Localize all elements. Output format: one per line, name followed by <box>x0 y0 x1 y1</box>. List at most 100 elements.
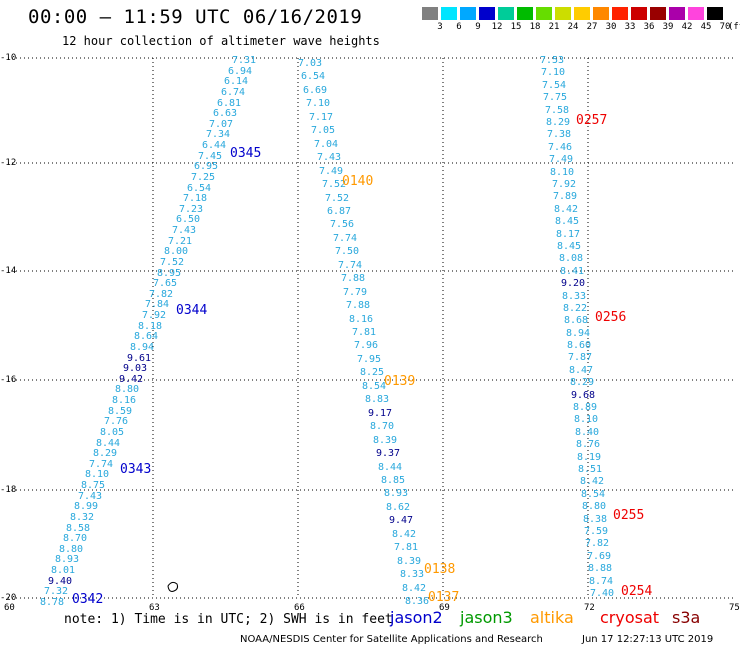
wave-height-value: 7.74 <box>333 233 358 244</box>
legend-label: 3 <box>437 22 443 32</box>
island-outline <box>167 581 179 592</box>
wave-height-value: 8.70 <box>63 533 88 544</box>
wave-height-value: 8.88 <box>588 563 613 574</box>
wave-height-value: 7.21 <box>168 236 193 247</box>
wave-height-value: 7.43 <box>172 225 197 236</box>
wave-height-value: 8.39 <box>397 556 422 567</box>
wave-height-value: 8.29 <box>570 377 595 388</box>
legend-swatch <box>688 7 704 20</box>
satellite-cryosat: cryosat <box>600 608 660 627</box>
legend-swatch <box>460 7 476 20</box>
wave-height-value: 7.03 <box>298 58 323 69</box>
wave-height-value: 8.33 <box>562 291 587 302</box>
wave-height-value: 8.58 <box>66 523 91 534</box>
pass-time-label: 0137 <box>428 590 460 605</box>
wave-height-value: 7.56 <box>330 219 355 230</box>
x-tick-label: 72 <box>584 603 595 613</box>
wave-height-value: 7.10 <box>306 98 331 109</box>
wave-height-value: 6.95 <box>194 161 219 172</box>
wave-height-value: 8.60 <box>567 340 592 351</box>
wave-height-value: 6.63 <box>213 108 238 119</box>
wave-height-value: 8.38 <box>583 514 608 525</box>
wave-height-value: 8.74 <box>589 576 614 587</box>
wave-height-value: 7.92 <box>142 310 167 321</box>
wave-height-value: 7.50 <box>335 246 360 257</box>
wave-height-value: 7.59 <box>584 526 609 537</box>
wave-height-value: 6.50 <box>176 214 201 225</box>
pass-time-label: 0344 <box>176 303 208 318</box>
wave-height-value: 9.40 <box>48 576 73 587</box>
wave-height-value: 8.36 <box>405 596 430 607</box>
wave-height-value: 7.43 <box>317 152 342 163</box>
wave-height-value: 8.40 <box>575 427 600 438</box>
wave-height-value: 8.10 <box>574 414 599 425</box>
legend-label: 21 <box>548 22 560 32</box>
note-text: note: 1) Time is in UTC; 2) SWH is in fe… <box>64 612 393 627</box>
legend-swatch <box>574 7 590 20</box>
wave-height-value: 8.78 <box>40 597 65 608</box>
wave-height-value: 9.03 <box>123 363 148 374</box>
x-tick-label: 60 <box>4 603 15 613</box>
wave-height-value: 8.42 <box>580 476 605 487</box>
wave-height-value: 6.44 <box>202 140 227 151</box>
wave-height-value: 7.52 <box>325 193 350 204</box>
wave-height-value: 8.19 <box>577 452 602 463</box>
wave-height-value: 7.32 <box>44 586 69 597</box>
legend-label: 12 <box>491 22 503 32</box>
wave-height-value: 8.01 <box>51 565 76 576</box>
pass-time-label: 0342 <box>72 592 104 607</box>
wave-height-value: 8.54 <box>362 381 387 392</box>
wave-height-value: 8.54 <box>581 489 606 500</box>
wave-height-value: 8.25 <box>360 367 385 378</box>
wave-height-value: 7.17 <box>309 112 334 123</box>
wave-height-value: 6.69 <box>303 85 328 96</box>
wave-height-value: 9.20 <box>561 278 586 289</box>
wave-height-value: 7.69 <box>587 551 612 562</box>
wave-height-value: 7.25 <box>191 172 216 183</box>
pass-time-label: 0343 <box>120 462 152 477</box>
legend-label: 18 <box>529 22 541 32</box>
wave-height-value: 8.00 <box>164 246 189 257</box>
y-tick-label: -14 <box>0 266 17 276</box>
wave-height-value: 7.40 <box>590 588 615 599</box>
wave-height-value: 7.65 <box>153 278 178 289</box>
y-tick-label: -12 <box>0 158 17 168</box>
legend-swatch <box>555 7 571 20</box>
wave-height-value: 6.54 <box>187 183 212 194</box>
legend-label: 30 <box>605 22 617 32</box>
y-tick-label: -10 <box>0 53 17 63</box>
wave-height-value: 7.46 <box>548 142 573 153</box>
wave-height-value: 7.07 <box>209 119 234 130</box>
wave-height-value: 7.52 <box>160 257 185 268</box>
wave-height-value: 7.34 <box>206 129 231 140</box>
legend-swatch <box>707 7 723 20</box>
wave-height-value: 8.29 <box>546 117 571 128</box>
wave-height-value: 8.17 <box>556 229 581 240</box>
legend-swatch <box>441 7 457 20</box>
pass-time-label: 0256 <box>595 310 627 325</box>
x-tick-label: 63 <box>149 603 160 613</box>
legend-label: 15 <box>510 22 522 32</box>
wave-height-value: 8.45 <box>557 241 582 252</box>
legend-swatch <box>669 7 685 20</box>
legend-label: 24 <box>567 22 579 32</box>
wave-height-value: 7.54 <box>542 80 567 91</box>
wave-height-value: 8.94 <box>566 328 591 339</box>
page-title: 00:00 – 11:59 UTC 06/16/2019 <box>28 6 363 28</box>
wave-height-value: 8.22 <box>563 303 588 314</box>
wave-height-value: 8.80 <box>582 501 607 512</box>
wave-height-value: 8.94 <box>130 342 155 353</box>
wave-height-value: 7.84 <box>145 299 170 310</box>
legend-label: 9 <box>475 22 481 32</box>
legend-swatch <box>422 7 438 20</box>
wave-height-value: 8.32 <box>70 512 95 523</box>
wave-height-value: 6.94 <box>228 66 253 77</box>
wave-height-value: 8.44 <box>96 438 121 449</box>
legend-label: 6 <box>456 22 462 32</box>
satellite-s3a: s3a <box>672 608 701 627</box>
wave-height-value: 7.74 <box>89 459 114 470</box>
legend-label: 33 <box>624 22 636 32</box>
wave-height-value: 8.93 <box>384 488 409 499</box>
